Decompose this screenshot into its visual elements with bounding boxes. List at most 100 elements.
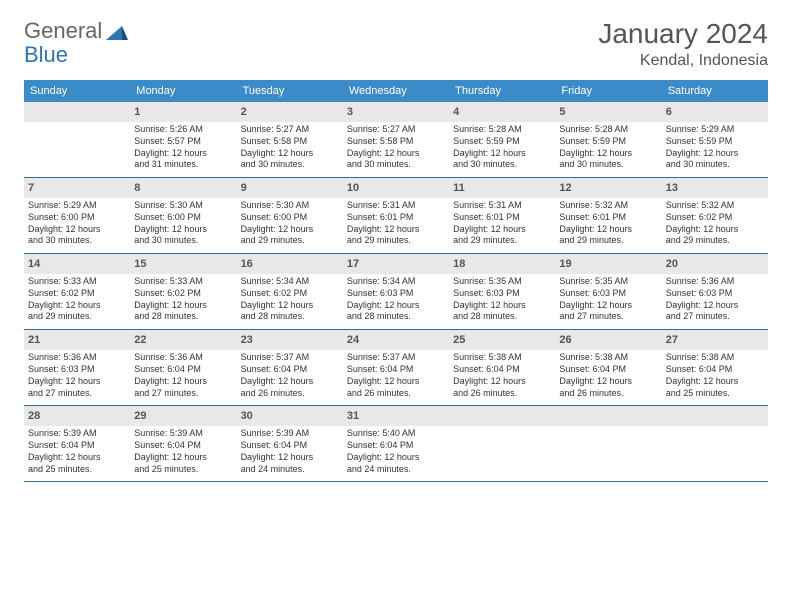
- day-info-line: and 28 minutes.: [453, 311, 551, 323]
- day-info-line: and 24 minutes.: [241, 464, 339, 476]
- day-info-line: Daylight: 12 hours: [666, 300, 764, 312]
- calendar: SundayMondayTuesdayWednesdayThursdayFrid…: [24, 80, 768, 482]
- weekday-cell: Wednesday: [343, 80, 449, 102]
- weekday-cell: Friday: [555, 80, 661, 102]
- day-info-line: and 30 minutes.: [134, 235, 232, 247]
- day-info-line: Sunrise: 5:37 AM: [241, 352, 339, 364]
- day-cell: 17Sunrise: 5:34 AMSunset: 6:03 PMDayligh…: [343, 254, 449, 329]
- day-info-line: Sunset: 6:04 PM: [134, 364, 232, 376]
- day-info-line: and 25 minutes.: [134, 464, 232, 476]
- day-info-line: Sunset: 6:00 PM: [241, 212, 339, 224]
- day-info-line: Daylight: 12 hours: [453, 148, 551, 160]
- day-info-line: Sunrise: 5:39 AM: [241, 428, 339, 440]
- day-cell: 18Sunrise: 5:35 AMSunset: 6:03 PMDayligh…: [449, 254, 555, 329]
- day-number: 18: [449, 254, 555, 274]
- day-cell: 23Sunrise: 5:37 AMSunset: 6:04 PMDayligh…: [237, 330, 343, 405]
- day-info-line: Daylight: 12 hours: [241, 300, 339, 312]
- day-info-line: Sunrise: 5:31 AM: [453, 200, 551, 212]
- day-info-line: and 30 minutes.: [666, 159, 764, 171]
- day-info-line: Sunrise: 5:28 AM: [559, 124, 657, 136]
- week-row: 28Sunrise: 5:39 AMSunset: 6:04 PMDayligh…: [24, 406, 768, 482]
- week-row: 14Sunrise: 5:33 AMSunset: 6:02 PMDayligh…: [24, 254, 768, 330]
- day-number: 7: [24, 178, 130, 198]
- day-info-line: and 25 minutes.: [28, 464, 126, 476]
- day-number: 16: [237, 254, 343, 274]
- day-info-line: Sunset: 5:59 PM: [666, 136, 764, 148]
- day-info-line: Sunrise: 5:27 AM: [241, 124, 339, 136]
- day-info-line: and 27 minutes.: [559, 311, 657, 323]
- day-info-line: Daylight: 12 hours: [241, 148, 339, 160]
- day-info-line: Sunset: 6:01 PM: [347, 212, 445, 224]
- day-info-line: Sunset: 6:04 PM: [134, 440, 232, 452]
- day-cell: 25Sunrise: 5:38 AMSunset: 6:04 PMDayligh…: [449, 330, 555, 405]
- day-info-line: Daylight: 12 hours: [559, 300, 657, 312]
- day-info-line: Daylight: 12 hours: [666, 224, 764, 236]
- day-number: 2: [237, 102, 343, 122]
- day-number-empty: [555, 406, 661, 426]
- day-cell: 15Sunrise: 5:33 AMSunset: 6:02 PMDayligh…: [130, 254, 236, 329]
- day-info-line: and 28 minutes.: [134, 311, 232, 323]
- day-number: 4: [449, 102, 555, 122]
- day-info-line: Sunset: 6:03 PM: [453, 288, 551, 300]
- day-info-line: and 30 minutes.: [347, 159, 445, 171]
- day-cell: 20Sunrise: 5:36 AMSunset: 6:03 PMDayligh…: [662, 254, 768, 329]
- day-cell: 24Sunrise: 5:37 AMSunset: 6:04 PMDayligh…: [343, 330, 449, 405]
- day-cell: 13Sunrise: 5:32 AMSunset: 6:02 PMDayligh…: [662, 178, 768, 253]
- day-number: 13: [662, 178, 768, 198]
- day-cell: 29Sunrise: 5:39 AMSunset: 6:04 PMDayligh…: [130, 406, 236, 481]
- day-info-line: Sunrise: 5:33 AM: [28, 276, 126, 288]
- day-number: 26: [555, 330, 661, 350]
- day-info-line: Sunset: 6:02 PM: [241, 288, 339, 300]
- day-info-line: Daylight: 12 hours: [28, 452, 126, 464]
- day-info-line: Sunrise: 5:32 AM: [559, 200, 657, 212]
- day-cell: 12Sunrise: 5:32 AMSunset: 6:01 PMDayligh…: [555, 178, 661, 253]
- day-cell: 3Sunrise: 5:27 AMSunset: 5:58 PMDaylight…: [343, 102, 449, 177]
- day-info-line: and 25 minutes.: [666, 388, 764, 400]
- day-info-line: Sunset: 6:02 PM: [28, 288, 126, 300]
- day-cell: 14Sunrise: 5:33 AMSunset: 6:02 PMDayligh…: [24, 254, 130, 329]
- day-info-line: Daylight: 12 hours: [241, 224, 339, 236]
- day-info-line: Sunrise: 5:36 AM: [28, 352, 126, 364]
- day-info-line: and 30 minutes.: [453, 159, 551, 171]
- day-number: 14: [24, 254, 130, 274]
- day-info-line: and 30 minutes.: [559, 159, 657, 171]
- day-info-line: and 28 minutes.: [347, 311, 445, 323]
- day-info-line: Sunset: 6:04 PM: [241, 364, 339, 376]
- week-row: 1Sunrise: 5:26 AMSunset: 5:57 PMDaylight…: [24, 102, 768, 178]
- day-info-line: Daylight: 12 hours: [347, 148, 445, 160]
- day-info-line: Daylight: 12 hours: [453, 224, 551, 236]
- day-cell: 22Sunrise: 5:36 AMSunset: 6:04 PMDayligh…: [130, 330, 236, 405]
- day-number: 11: [449, 178, 555, 198]
- day-info-line: Sunrise: 5:28 AM: [453, 124, 551, 136]
- week-row: 7Sunrise: 5:29 AMSunset: 6:00 PMDaylight…: [24, 178, 768, 254]
- day-cell: 31Sunrise: 5:40 AMSunset: 6:04 PMDayligh…: [343, 406, 449, 481]
- day-info-line: Sunrise: 5:38 AM: [453, 352, 551, 364]
- day-number: 24: [343, 330, 449, 350]
- day-info-line: Sunrise: 5:30 AM: [134, 200, 232, 212]
- day-number: 19: [555, 254, 661, 274]
- day-info-line: Sunrise: 5:35 AM: [453, 276, 551, 288]
- day-info-line: Sunrise: 5:38 AM: [666, 352, 764, 364]
- day-number-empty: [24, 102, 130, 122]
- weeks-container: 1Sunrise: 5:26 AMSunset: 5:57 PMDaylight…: [24, 102, 768, 482]
- day-info-line: and 27 minutes.: [134, 388, 232, 400]
- title-block: January 2024 Kendal, Indonesia: [598, 18, 768, 70]
- empty-cell: [662, 406, 768, 481]
- triangle-icon: [106, 22, 128, 40]
- day-cell: 27Sunrise: 5:38 AMSunset: 6:04 PMDayligh…: [662, 330, 768, 405]
- day-cell: 6Sunrise: 5:29 AMSunset: 5:59 PMDaylight…: [662, 102, 768, 177]
- day-info-line: Daylight: 12 hours: [134, 300, 232, 312]
- day-info-line: Sunrise: 5:32 AM: [666, 200, 764, 212]
- day-cell: 10Sunrise: 5:31 AMSunset: 6:01 PMDayligh…: [343, 178, 449, 253]
- day-cell: 28Sunrise: 5:39 AMSunset: 6:04 PMDayligh…: [24, 406, 130, 481]
- day-number: 6: [662, 102, 768, 122]
- day-number: 29: [130, 406, 236, 426]
- day-info-line: Sunrise: 5:33 AM: [134, 276, 232, 288]
- day-cell: 30Sunrise: 5:39 AMSunset: 6:04 PMDayligh…: [237, 406, 343, 481]
- empty-cell: [449, 406, 555, 481]
- weekday-cell: Saturday: [662, 80, 768, 102]
- day-info-line: and 26 minutes.: [559, 388, 657, 400]
- day-info-line: Sunrise: 5:39 AM: [134, 428, 232, 440]
- day-number: 28: [24, 406, 130, 426]
- day-info-line: and 31 minutes.: [134, 159, 232, 171]
